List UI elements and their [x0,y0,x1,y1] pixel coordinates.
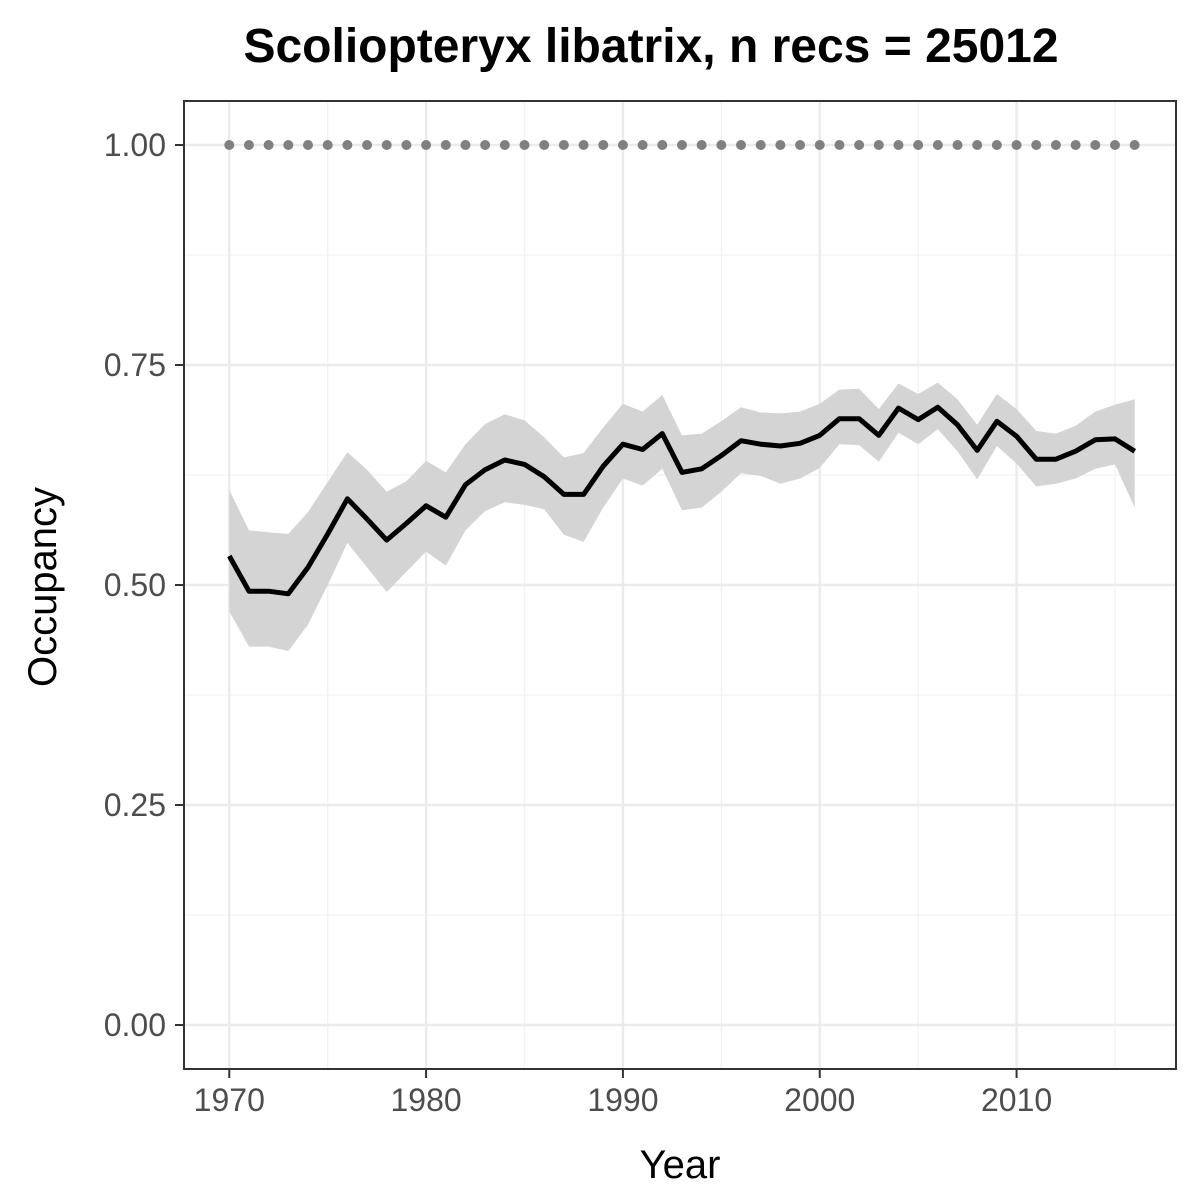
dot-point [283,140,294,150]
chart-title: Scoliopteryx libatrix, n recs = 25012 [243,20,1058,73]
dot-point [932,140,943,150]
dot-point [1070,140,1081,150]
dot-point [952,140,963,150]
x-axis-title: Year [640,1143,721,1187]
dot-point [401,140,412,150]
dot-point [834,140,845,150]
dot-point [913,140,924,150]
plot-panel [183,100,1177,1070]
x-tick-label: 2010 [981,1082,1052,1118]
dot-point [519,140,530,150]
dot-point [795,140,806,150]
x-tick-label: 1980 [391,1082,462,1118]
dot-point [1011,140,1022,150]
dot-point [598,140,609,150]
dot-point [421,140,432,150]
dot-point [578,140,589,150]
dot-point [440,140,451,150]
dot-point [480,140,491,150]
dot-point [617,140,628,150]
dot-point [696,140,707,150]
dot-point [1109,140,1120,150]
dot-point [342,140,353,150]
dot-point [381,140,392,150]
y-tick-label: 0.25 [104,787,166,823]
dot-point [893,140,904,150]
y-tick-label: 1.00 [104,127,166,163]
y-tick-label: 0.00 [104,1007,166,1043]
dot-point [716,140,727,150]
dot-point [991,140,1002,150]
dot-point [263,140,274,150]
y-axis-title: Occupancy [21,487,65,687]
dot-point [303,140,313,150]
dot-point [362,140,373,150]
dot-point [1050,140,1061,150]
dot-point [224,140,235,150]
dot-point [755,140,766,150]
dot-point [322,140,333,150]
occupancy-line [227,404,1137,597]
dot-point [972,140,983,150]
dot-point [854,140,865,150]
dot-point [558,140,569,150]
y-tick-label: 0.50 [104,567,166,603]
dot-point [1129,140,1140,150]
dot-point [1031,140,1042,150]
dot-point [460,140,471,150]
dot-point [637,140,648,150]
dot-point [243,140,254,150]
dot-point [676,140,687,150]
dot-point [873,140,884,150]
x-tick-label: 1970 [194,1082,265,1118]
dot-point [499,140,510,150]
dot-point [814,140,825,150]
x-tick-label: 2000 [784,1082,855,1118]
dot-point [539,140,550,150]
y-tick-label: 0.75 [104,347,166,383]
dot-point [775,140,786,150]
dot-point [736,140,747,150]
dot-point [657,140,668,150]
dot-point [1090,140,1101,150]
x-tick-label: 1990 [587,1082,658,1118]
